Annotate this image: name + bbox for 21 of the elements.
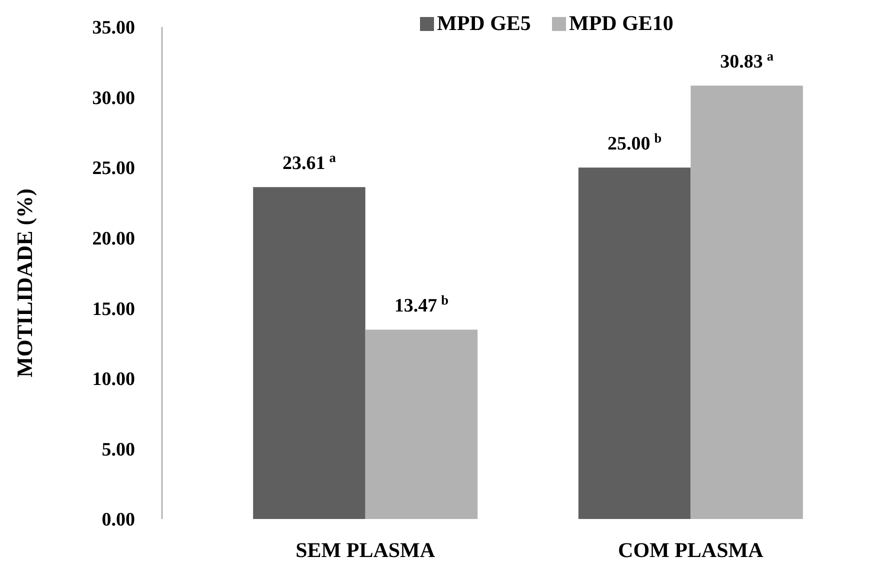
bar [365,330,478,519]
legend-label: MPD GE5 [437,11,531,35]
y-tick-label: 0.00 [102,510,135,531]
y-tick-label: 30.00 [92,88,135,109]
y-axis-title: MOTILIDADE (%) [12,188,37,378]
y-tick-label: 5.00 [102,439,135,460]
x-tick-label: SEM PLASMA [296,538,436,562]
data-label: 13.47$^{b}$ [394,292,449,317]
x-tick-label: COM PLASMA [618,538,764,562]
y-tick-label: 20.00 [92,228,135,250]
y-tick-label: 10.00 [92,369,135,390]
y-tick-label: 35.00 [92,18,135,39]
data-label: 30.83$^{a}$ [720,48,774,73]
legend-label: MPD GE10 [569,11,674,35]
bar [253,187,366,519]
y-tick-label: 15.00 [92,298,135,320]
bar [578,168,691,519]
y-tick-label: 25.00 [92,158,135,180]
data-label: 23.61$^{a}$ [282,150,336,174]
data-label: 25.00$^{b}$ [607,130,662,155]
bar [690,86,803,519]
